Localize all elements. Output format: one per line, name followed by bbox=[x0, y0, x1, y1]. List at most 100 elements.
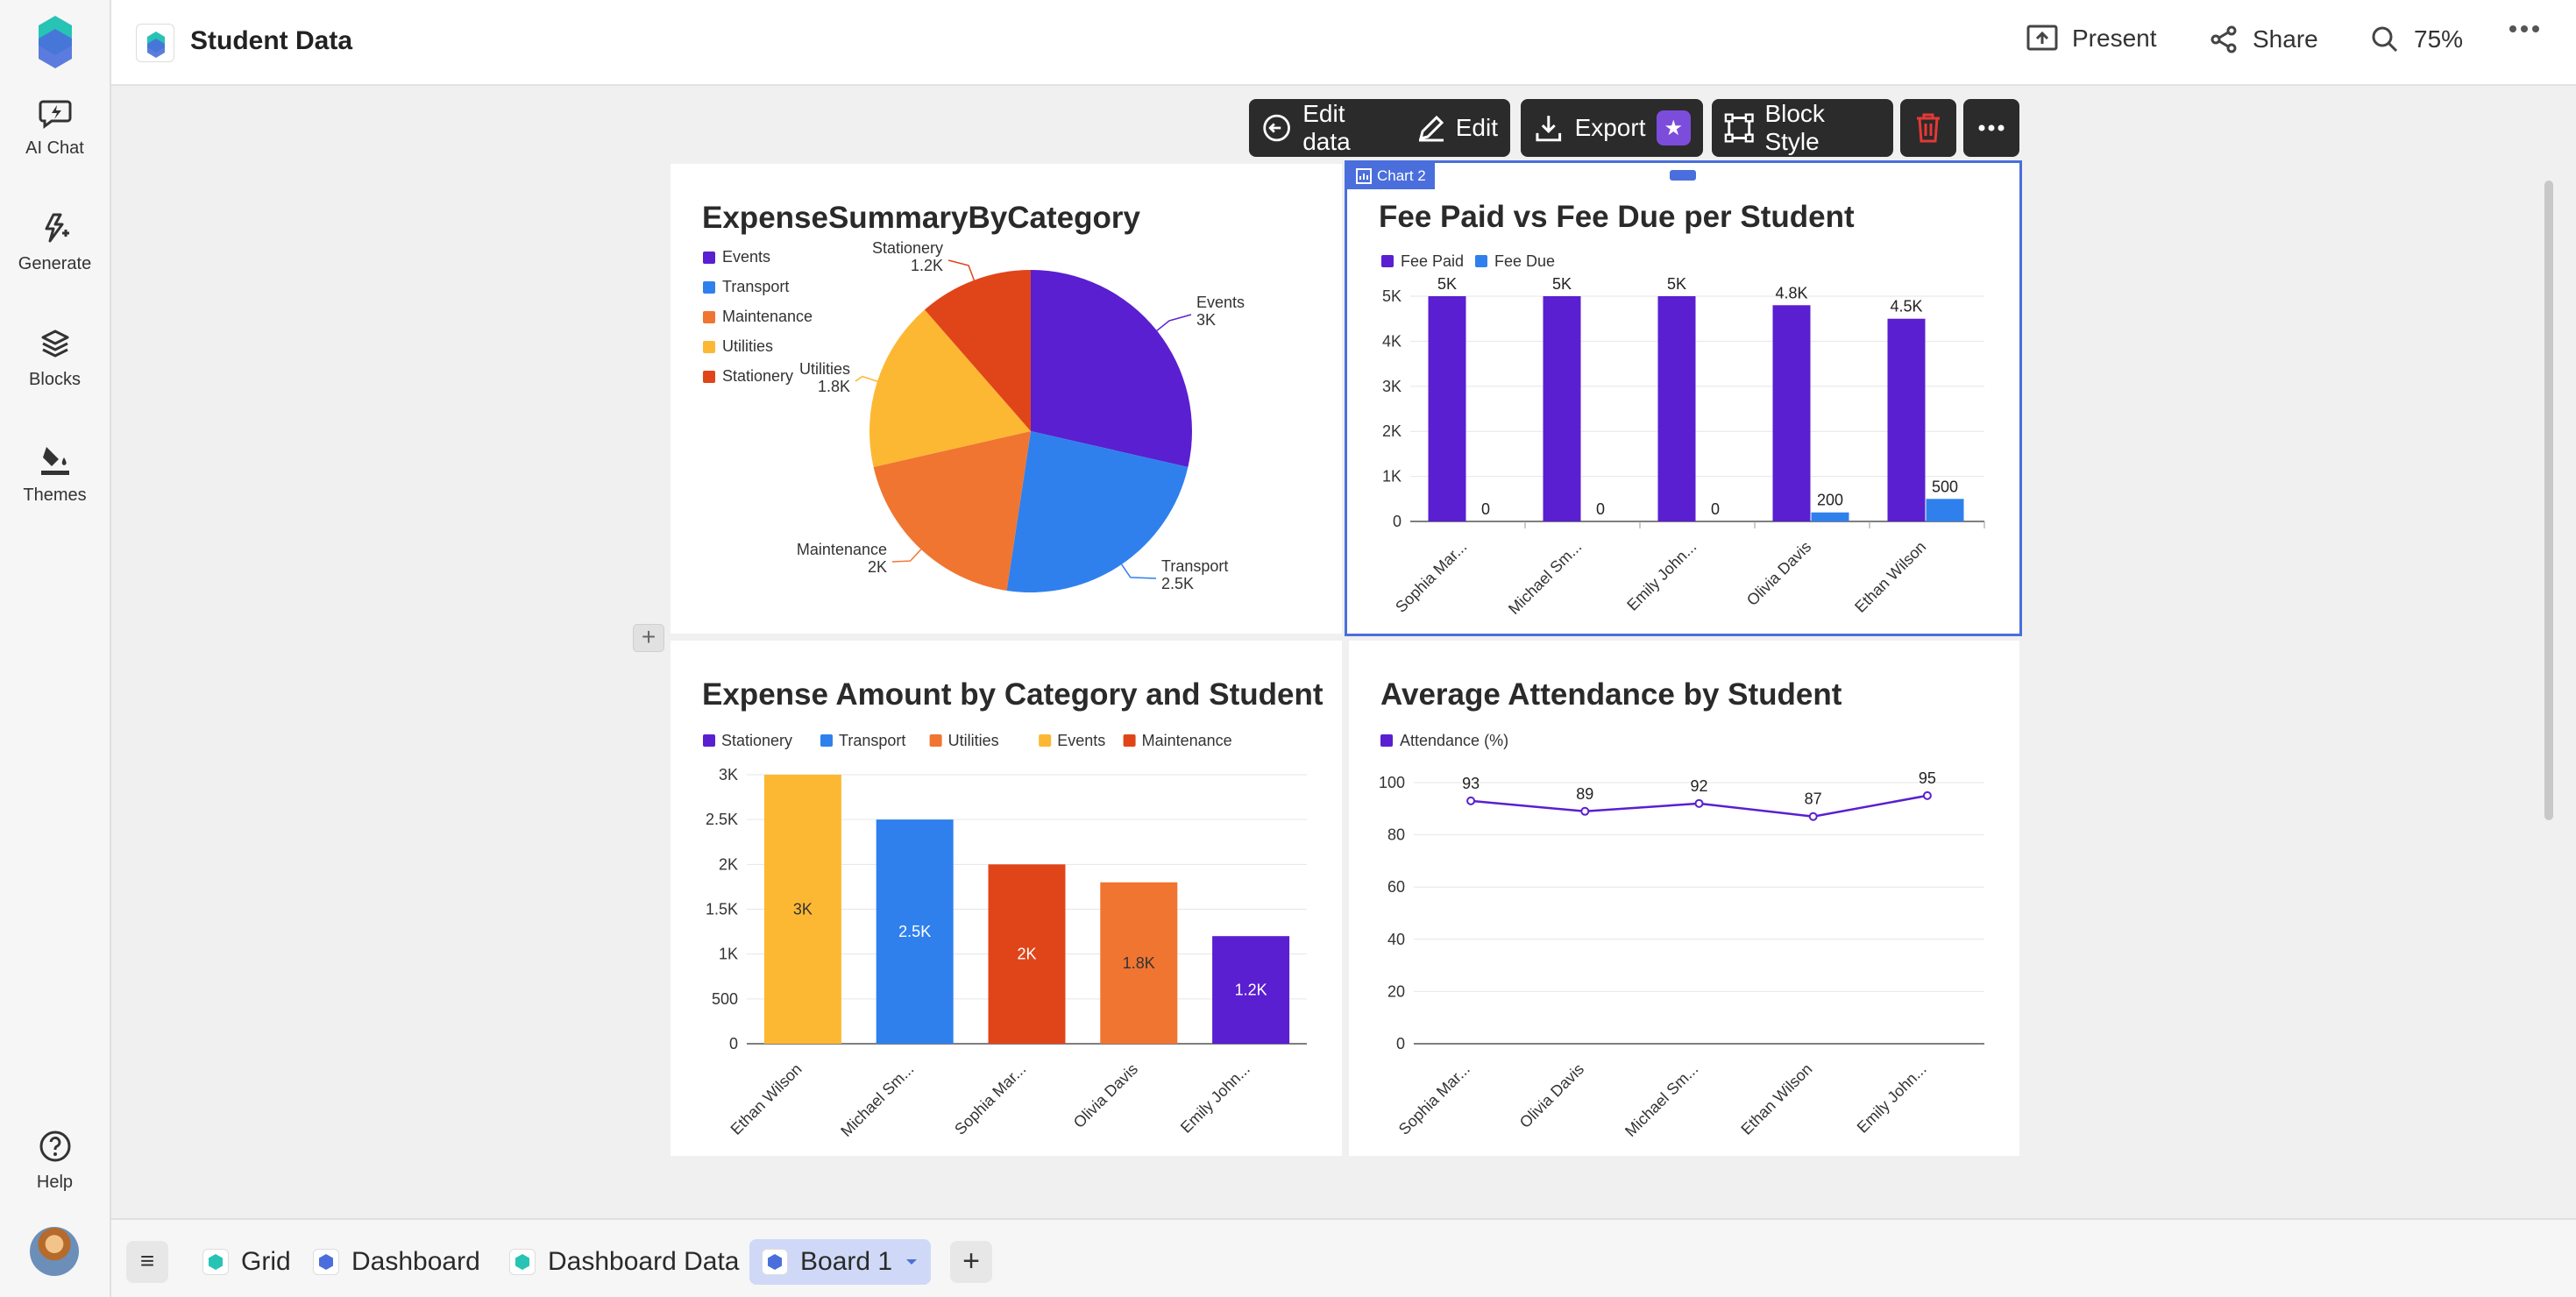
page-title[interactable]: Student Data bbox=[190, 26, 353, 55]
y-tick-label: 1K bbox=[719, 946, 738, 963]
pie-value-label: 2K bbox=[868, 558, 887, 576]
bar-data-label: 4.5K bbox=[1890, 298, 1922, 315]
legend-label: Stationery bbox=[722, 367, 793, 385]
bar-data-label: 5K bbox=[1552, 275, 1572, 293]
zoom-control[interactable]: 75% bbox=[2370, 25, 2463, 54]
tab-label: Board 1 bbox=[800, 1247, 893, 1276]
export-button[interactable]: Export ★ bbox=[1521, 99, 1703, 157]
y-tick-label: 2.5K bbox=[706, 811, 738, 828]
legend-swatch bbox=[929, 734, 942, 747]
y-tick-label: 0 bbox=[729, 1035, 738, 1052]
x-tick-label: Emily John... bbox=[1854, 1060, 1930, 1137]
tab-grid[interactable]: Grid bbox=[190, 1239, 303, 1285]
share-button[interactable]: Share bbox=[2209, 25, 2318, 54]
chevron-down-icon[interactable] bbox=[905, 1258, 919, 1266]
tab-label: Dashboard bbox=[351, 1247, 480, 1276]
bar-data-label: 1.8K bbox=[1123, 954, 1155, 972]
legend-swatch bbox=[1123, 734, 1136, 747]
legend-swatch bbox=[703, 371, 715, 383]
line-point bbox=[1580, 806, 1590, 816]
chart-card-expense-summary[interactable]: ExpenseSummaryByCategory Events Transport… bbox=[671, 164, 1342, 634]
bar-data-label: 3K bbox=[793, 901, 813, 918]
legend-swatch bbox=[703, 252, 715, 264]
pie-category-label: Stationery bbox=[872, 239, 943, 257]
y-tick-label: 100 bbox=[1379, 774, 1405, 791]
x-tick-label: Michael Sm... bbox=[1622, 1060, 1701, 1140]
bar bbox=[1212, 936, 1290, 1044]
vertical-scrollbar[interactable] bbox=[2544, 181, 2553, 820]
expense-bar-chart: Stationery Transport Utilities Events Mainte… bbox=[703, 732, 1307, 1140]
y-tick-label: 2K bbox=[1382, 422, 1402, 440]
bar-data-label: 5K bbox=[1437, 275, 1457, 293]
toolbar-more-button[interactable] bbox=[1963, 99, 2019, 157]
pie-leader-line bbox=[891, 549, 922, 563]
chart-card-attendance[interactable]: Average Attendance by Student Attendance… bbox=[1349, 641, 2019, 1156]
sidebar-item-themes[interactable]: Themes bbox=[0, 442, 110, 506]
bar bbox=[1887, 318, 1926, 521]
y-tick-label: 1.5K bbox=[706, 901, 738, 918]
sidebar-item-ai-chat[interactable]: AI Chat bbox=[0, 95, 110, 159]
y-tick-label: 80 bbox=[1387, 826, 1405, 844]
legend-label: Utilities bbox=[722, 337, 773, 355]
bar-data-label: 2.5K bbox=[898, 923, 931, 940]
present-button[interactable]: Present bbox=[2026, 25, 2157, 53]
edit-data-icon bbox=[1263, 114, 1290, 142]
chart-card-expense-by-student[interactable]: Expense Amount by Category and Student S… bbox=[671, 641, 1342, 1156]
bottom-tab-bar: ≡ Grid Dashboard Dashboard Data Board 1 … bbox=[111, 1218, 2576, 1297]
chart-title: Average Attendance by Student bbox=[1380, 677, 1842, 712]
point-data-label: 93 bbox=[1462, 775, 1480, 792]
edit-button[interactable]: Edit bbox=[1416, 112, 1498, 144]
point-data-label: 92 bbox=[1690, 777, 1707, 795]
tab-dashboard[interactable]: Dashboard bbox=[301, 1239, 493, 1285]
tab-label: Dashboard Data bbox=[548, 1247, 740, 1276]
legend-swatch bbox=[703, 311, 715, 323]
sidebar-item-generate[interactable]: Generate bbox=[0, 210, 110, 274]
bar-data-label: 200 bbox=[1817, 492, 1843, 509]
drag-handle[interactable] bbox=[1670, 170, 1696, 181]
x-tick-label: Sophia Mar... bbox=[1392, 538, 1470, 616]
sidebar-item-blocks[interactable]: Blocks bbox=[0, 326, 110, 390]
present-label: Present bbox=[2072, 25, 2157, 52]
x-tick-label: Michael Sm... bbox=[837, 1060, 917, 1140]
legend-label: Maintenance bbox=[722, 308, 813, 325]
more-options-button[interactable] bbox=[2509, 25, 2540, 33]
y-tick-label: 3K bbox=[719, 766, 738, 783]
help-label: Help bbox=[36, 1173, 74, 1192]
sheets-menu-button[interactable]: ≡ bbox=[126, 1241, 168, 1283]
legend-label: Transport bbox=[839, 732, 905, 749]
add-tab-button[interactable]: + bbox=[950, 1241, 992, 1283]
delete-button[interactable] bbox=[1900, 99, 1956, 157]
pie-slice bbox=[1031, 270, 1192, 467]
bar-data-label: 5K bbox=[1667, 275, 1686, 293]
chart-title: Fee Paid vs Fee Due per Student bbox=[1379, 200, 1855, 234]
block-style-button[interactable]: Block Style bbox=[1712, 99, 1893, 157]
tab-board-1[interactable]: Board 1 bbox=[749, 1239, 932, 1285]
legend-swatch bbox=[1039, 734, 1052, 747]
edit-data-button[interactable]: Edit data Edit bbox=[1249, 99, 1510, 157]
chart-card-fee-paid-vs-due[interactable]: Chart 2 Fee Paid vs Fee Due per Student … bbox=[1345, 160, 2022, 636]
x-tick-label: Michael Sm... bbox=[1505, 538, 1585, 618]
document-icon bbox=[136, 24, 174, 62]
y-tick-label: 60 bbox=[1387, 878, 1405, 896]
tab-dashboard-data[interactable]: Dashboard Data bbox=[497, 1239, 751, 1285]
bar-data-label: 2K bbox=[1017, 946, 1036, 963]
x-tick-label: Olivia Davis bbox=[1516, 1060, 1587, 1131]
zoom-icon bbox=[2372, 26, 2398, 53]
bar bbox=[1428, 296, 1466, 521]
chart-tag-label: Chart 2 bbox=[1377, 167, 1426, 184]
pie-value-label: 3K bbox=[1196, 311, 1216, 329]
legend-label: Stationery bbox=[721, 732, 792, 749]
pie-category-label: Utilities bbox=[799, 360, 850, 378]
add-block-button[interactable]: + bbox=[633, 624, 664, 652]
app-logo-icon[interactable] bbox=[39, 16, 72, 68]
legend-label: Events bbox=[1057, 732, 1105, 749]
bar bbox=[1543, 296, 1581, 521]
sidebar-item-label: Themes bbox=[23, 485, 87, 505]
sidebar-item-label: AI Chat bbox=[25, 138, 84, 158]
edit-data-label: Edit data bbox=[1302, 100, 1351, 155]
bar-data-label: 0 bbox=[1711, 500, 1720, 518]
attendance-line-chart: Attendance (%) 0 20 40 60 80 100 93 Sophia Mar..… bbox=[1379, 732, 1984, 1140]
avatar[interactable] bbox=[30, 1227, 79, 1276]
help-button[interactable]: Help bbox=[0, 1129, 110, 1193]
download-icon bbox=[1536, 116, 1562, 142]
